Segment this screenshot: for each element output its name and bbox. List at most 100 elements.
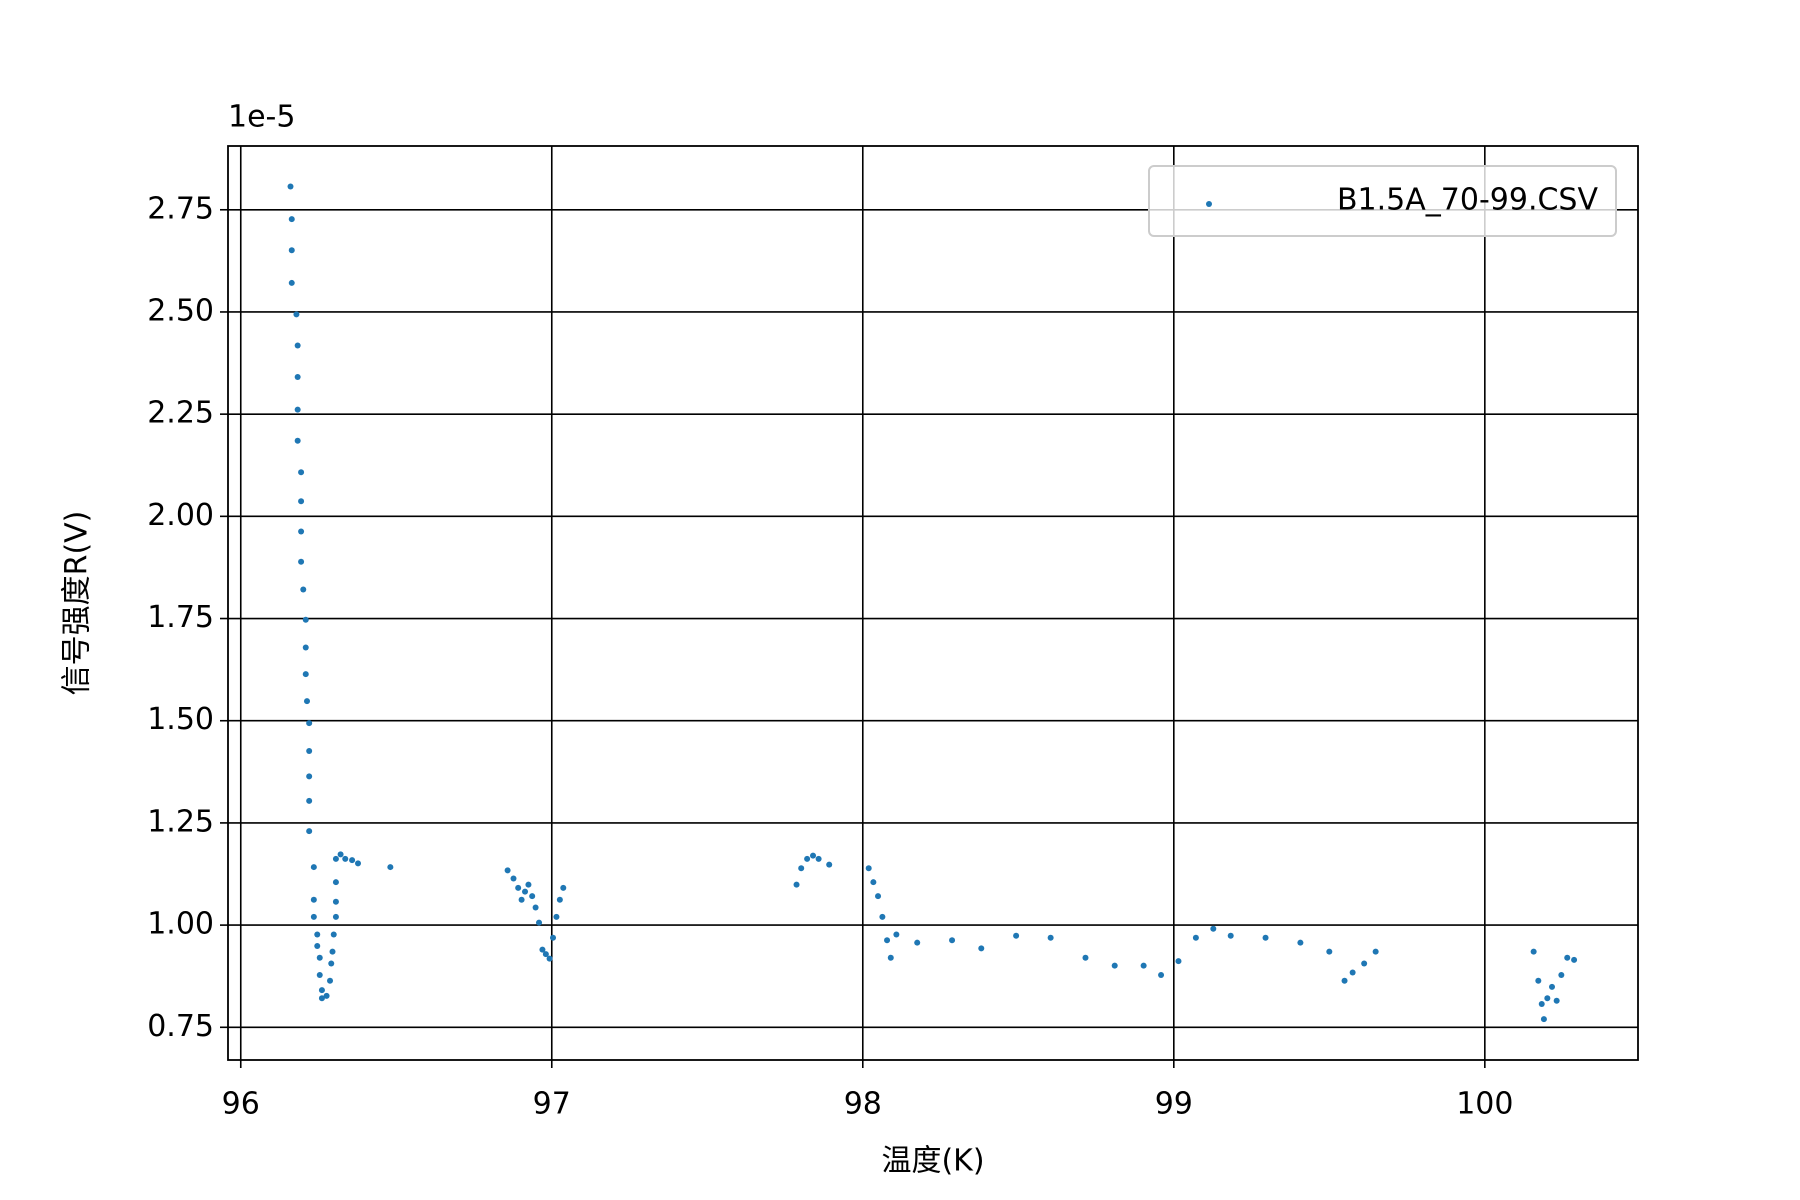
point — [332, 855, 339, 862]
point — [1361, 960, 1368, 967]
legend: B1.5A_70-99.CSV — [1148, 165, 1617, 237]
point — [287, 183, 294, 190]
point — [1262, 934, 1269, 941]
point — [865, 865, 872, 872]
point — [1210, 925, 1217, 932]
point — [518, 896, 525, 903]
point — [553, 913, 560, 920]
point — [342, 855, 349, 862]
point — [1013, 932, 1020, 939]
point — [298, 469, 305, 476]
point — [504, 867, 511, 874]
point — [1297, 939, 1304, 946]
point — [294, 342, 301, 349]
point — [316, 954, 323, 961]
point — [560, 884, 567, 891]
point — [314, 942, 321, 949]
y-tick-label: 1.25 — [147, 804, 214, 839]
point — [288, 279, 295, 286]
point — [288, 216, 295, 223]
legend-label: B1.5A_70-99.CSV — [1337, 183, 1599, 218]
point — [1549, 983, 1556, 990]
point — [294, 437, 301, 444]
offset-text: 1e-5 — [228, 100, 295, 135]
point — [318, 995, 325, 1002]
y-tick-label: 2.00 — [147, 498, 214, 533]
point — [1553, 997, 1560, 1004]
point — [1192, 934, 1199, 941]
y-tick-label: 1.50 — [147, 702, 214, 737]
point — [310, 864, 317, 871]
point — [875, 893, 882, 900]
point — [323, 992, 330, 999]
point — [306, 773, 313, 780]
point — [546, 955, 553, 962]
point — [330, 931, 337, 938]
point — [1540, 1016, 1547, 1023]
point — [1538, 1000, 1545, 1007]
point — [1175, 958, 1182, 965]
point — [914, 939, 921, 946]
point — [1082, 954, 1089, 961]
point — [515, 884, 522, 891]
y-tick-label: 1.00 — [147, 907, 214, 942]
point — [306, 797, 313, 804]
point — [1326, 948, 1333, 955]
point — [798, 865, 805, 872]
point — [302, 644, 309, 651]
point — [884, 937, 891, 944]
point — [302, 671, 309, 678]
point — [1341, 977, 1348, 984]
point — [815, 855, 822, 862]
point — [314, 931, 321, 938]
point — [879, 913, 886, 920]
point — [978, 945, 985, 952]
point — [1349, 969, 1356, 976]
point — [1158, 971, 1165, 978]
point — [536, 919, 543, 926]
point — [300, 586, 307, 593]
legend-box — [1148, 165, 1617, 237]
point — [355, 860, 362, 867]
x-tick-label: 97 — [533, 1087, 571, 1122]
point — [298, 558, 305, 565]
point — [522, 888, 529, 895]
y-tick-label: 0.75 — [147, 1009, 214, 1044]
point — [510, 875, 517, 882]
point — [826, 861, 833, 868]
point — [318, 987, 325, 994]
point — [332, 879, 339, 886]
point — [294, 406, 301, 413]
point — [1558, 971, 1565, 978]
point — [288, 247, 295, 254]
point — [949, 937, 956, 944]
plot-frame — [227, 145, 1639, 1061]
y-tick-label: 2.25 — [147, 396, 214, 431]
x-tick-label: 98 — [844, 1087, 882, 1122]
x-tick-label: 96 — [222, 1087, 260, 1122]
point — [298, 498, 305, 505]
point — [306, 747, 313, 754]
x-axis-label: 温度(K) — [881, 1144, 984, 1179]
point — [293, 311, 300, 318]
point — [542, 951, 549, 958]
y-tick-label: 1.75 — [147, 600, 214, 635]
point — [1530, 948, 1537, 955]
point — [529, 893, 536, 900]
point — [804, 855, 811, 862]
point — [294, 373, 301, 380]
point — [810, 852, 817, 859]
point — [870, 879, 877, 886]
point — [298, 528, 305, 535]
point — [302, 616, 309, 623]
point — [1111, 962, 1118, 969]
point — [550, 934, 557, 941]
point — [337, 851, 344, 858]
y-tick-label: 2.75 — [147, 191, 214, 226]
point — [1047, 934, 1054, 941]
point — [539, 946, 546, 953]
point — [332, 898, 339, 905]
point — [793, 881, 800, 888]
point — [1372, 948, 1379, 955]
point — [310, 913, 317, 920]
